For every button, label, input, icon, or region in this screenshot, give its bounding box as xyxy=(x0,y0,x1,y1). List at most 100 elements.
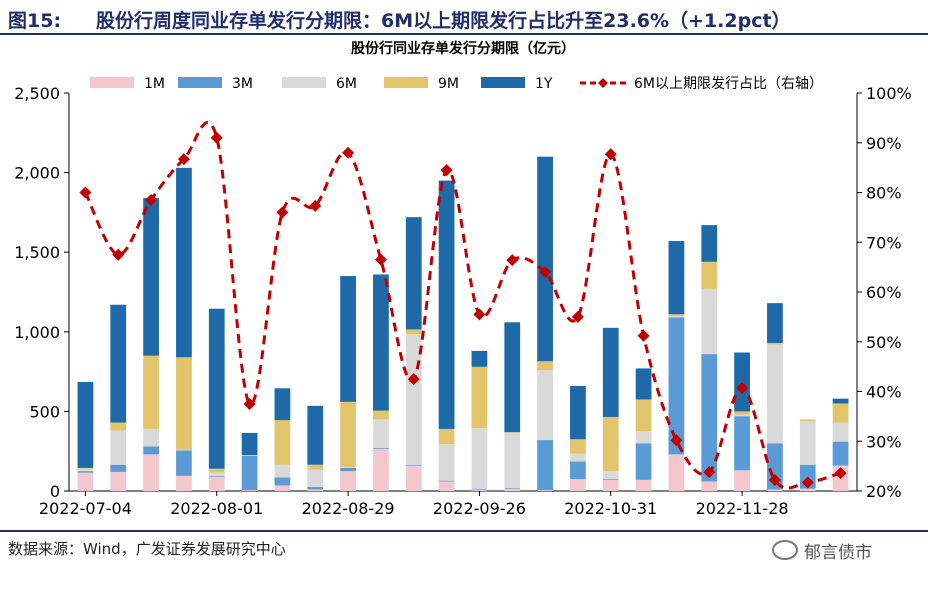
header-rule xyxy=(0,33,928,35)
bar-9M xyxy=(799,419,816,421)
bar-1M xyxy=(405,465,422,491)
bar-1M xyxy=(602,479,619,491)
wechat-icon xyxy=(772,540,798,560)
bar-9M xyxy=(340,401,356,468)
bar-1M xyxy=(110,471,127,491)
bar-1Y xyxy=(602,327,619,417)
line-marker xyxy=(768,474,781,487)
bar-6M xyxy=(307,469,324,488)
bar-3M xyxy=(832,441,849,466)
bar-6M xyxy=(110,430,127,465)
bar-3M xyxy=(373,448,389,449)
legend-label-line: 6M以上期限发行占比（右轴） xyxy=(634,76,823,92)
bar-6M xyxy=(373,419,389,449)
bar-3M xyxy=(602,479,619,480)
bar-6M xyxy=(570,453,586,462)
legend-swatch-6M xyxy=(282,77,326,88)
bar-1Y xyxy=(208,308,225,469)
figure-header: 图15: 股份行周度同业存单发行分期限：6M以上期限发行占比升至23.6%（+1… xyxy=(0,0,928,34)
bar-1M xyxy=(274,485,291,491)
y2-tick-label: 60% xyxy=(866,283,902,302)
bar-6M xyxy=(602,471,619,480)
footer-rule xyxy=(0,530,928,532)
bar-9M xyxy=(143,355,159,429)
bar-9M xyxy=(438,428,455,445)
bar-9M xyxy=(701,261,718,289)
line-share-6m-plus xyxy=(84,120,842,490)
bar-1M xyxy=(241,490,258,491)
legend-swatch-1M xyxy=(90,77,134,88)
bar-1Y xyxy=(537,156,553,362)
y-tick-label: 0 xyxy=(50,482,60,501)
x-tick-label: 2022-08-01 xyxy=(170,499,263,518)
bar-1Y xyxy=(734,352,750,412)
bar-9M xyxy=(832,403,849,423)
bar-3M xyxy=(570,461,586,480)
bar-3M xyxy=(307,487,324,490)
line-marker xyxy=(342,146,355,159)
bar-1Y xyxy=(405,217,422,330)
bar-1M xyxy=(307,489,324,491)
line-marker xyxy=(801,476,814,489)
bar-9M xyxy=(307,464,324,470)
bar-1Y xyxy=(668,241,685,315)
bar-1M xyxy=(701,481,718,491)
bar-1M xyxy=(373,448,389,491)
bar-6M xyxy=(241,455,258,456)
legend-label-1Y: 1Y xyxy=(535,76,553,92)
bar-1M xyxy=(176,475,192,491)
bar-1Y xyxy=(570,385,586,440)
bar-1Y xyxy=(504,322,521,433)
x-tick-label: 2022-08-29 xyxy=(302,499,395,518)
line-marker xyxy=(79,186,92,199)
bar-9M xyxy=(537,361,553,371)
bar-1M xyxy=(208,476,225,491)
figure-title: 股份行周度同业存单发行分期限：6M以上期限发行占比升至23.6%（+1.2pct… xyxy=(96,10,791,32)
figure-label: 图15: xyxy=(8,10,62,32)
bar-9M xyxy=(504,432,521,433)
bar-6M xyxy=(77,468,94,472)
line-marker xyxy=(407,373,420,386)
line-marker xyxy=(243,397,256,410)
watermark-text: 郁言债市 xyxy=(804,543,872,563)
bar-6M xyxy=(767,344,783,444)
bar-6M xyxy=(438,444,455,481)
bar-1Y xyxy=(274,388,291,421)
x-tick-label: 2022-07-04 xyxy=(39,499,132,518)
line-marker xyxy=(604,148,617,161)
bar-3M xyxy=(340,467,356,472)
y2-tick-label: 30% xyxy=(866,432,902,451)
y-tick-label: 2,000 xyxy=(14,164,60,183)
bar-1Y xyxy=(77,381,94,468)
x-tick-label: 2022-10-31 xyxy=(564,499,657,518)
bar-3M xyxy=(471,489,488,491)
y2-tick-label: 90% xyxy=(866,134,902,153)
legend-swatch-3M xyxy=(178,77,222,88)
watermark: 郁言债市 xyxy=(772,538,872,563)
bar-1M xyxy=(77,472,94,491)
bar-9M xyxy=(110,422,127,431)
bar-1M xyxy=(537,490,553,491)
chart-title: 股份行同业存单发行分期限（亿元） xyxy=(351,40,575,57)
y2-tick-label: 100% xyxy=(866,84,912,103)
bar-9M xyxy=(635,399,652,432)
bar-6M xyxy=(635,431,652,444)
line-marker xyxy=(374,253,387,266)
line-marker xyxy=(539,266,552,279)
bar-1M xyxy=(767,489,783,491)
y2-tick-label: 70% xyxy=(866,233,902,252)
bar-9M xyxy=(176,357,192,450)
line-marker xyxy=(309,199,322,212)
y2-tick-label: 20% xyxy=(866,482,902,501)
line-marker xyxy=(112,248,125,261)
bar-3M xyxy=(668,317,685,455)
x-tick-label: 2022-11-28 xyxy=(696,499,789,518)
bar-1M xyxy=(143,454,159,491)
bar-6M xyxy=(799,420,816,465)
bar-1Y xyxy=(471,350,488,367)
y2-tick-label: 80% xyxy=(866,184,902,203)
y2-tick-label: 40% xyxy=(866,383,902,402)
bar-1M xyxy=(668,454,685,491)
bar-3M xyxy=(767,443,783,490)
line-marker xyxy=(670,434,683,447)
